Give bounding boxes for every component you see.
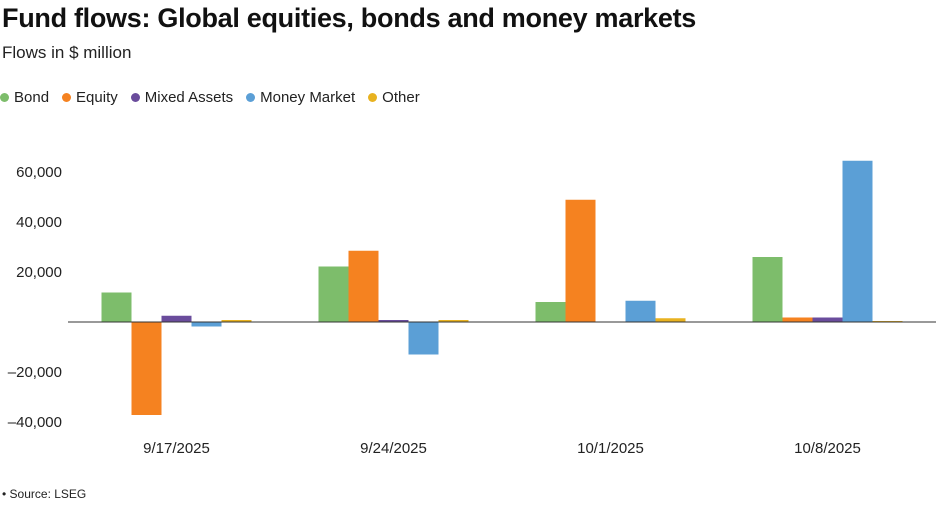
y-tick-label: 40,000 — [16, 214, 62, 231]
legend-label-equity: Equity — [76, 89, 118, 106]
legend-label-money-market: Money Market — [260, 89, 356, 106]
bar-chart: –40,000 –20,000 20,000 40,000 60,000 9/17/20… — [8, 160, 936, 457]
legend-swatch-bond — [0, 93, 9, 102]
chart-legend: Bond Equity Mixed Assets Money Market Other — [0, 89, 433, 106]
bar-mixed-assets-9-17-2025 — [161, 315, 192, 322]
legend-swatch-mixed-assets — [130, 93, 140, 102]
bar-bond-9-24-2025 — [318, 266, 349, 322]
bars — [101, 160, 903, 415]
legend-swatch-money-market — [246, 93, 256, 102]
legend-label-other: Other — [382, 89, 420, 106]
source-text: Source: LSEG — [9, 487, 87, 501]
bar-equity-9-24-2025 — [348, 250, 379, 322]
chart-subtitle: Flows in $ million — [2, 43, 132, 62]
bar-equity-10-1-2025 — [565, 199, 596, 322]
y-tick-label: –20,000 — [8, 364, 62, 381]
bar-bond-9-17-2025 — [101, 292, 132, 322]
x-category-label: 9/17/2025 — [143, 440, 210, 457]
bar-equity-9-17-2025 — [131, 322, 162, 415]
y-tick-label: –40,000 — [8, 414, 62, 431]
bar-bond-10-1-2025 — [535, 302, 566, 322]
legend-item-bond: Bond — [0, 89, 49, 106]
legend-item-mixed-assets: Mixed Assets — [130, 89, 234, 106]
x-category-label: 10/1/2025 — [577, 440, 644, 457]
x-category-label: 9/24/2025 — [360, 440, 427, 457]
y-axis-tick-labels: –40,000 –20,000 20,000 40,000 60,000 — [8, 164, 62, 431]
legend-swatch-other — [368, 93, 378, 102]
bar-bond-10-8-2025 — [752, 257, 783, 322]
legend-item-other: Other — [368, 89, 420, 106]
legend-label-mixed-assets: Mixed Assets — [144, 89, 234, 106]
bar-money-market-10-8-2025 — [842, 160, 873, 322]
bar-mixed-assets-10-8-2025 — [812, 317, 843, 322]
legend-item-equity: Equity — [62, 89, 118, 106]
source-bullet: • — [2, 487, 10, 501]
bar-other-9-17-2025 — [221, 320, 252, 322]
y-tick-label: 60,000 — [16, 164, 62, 181]
bar-other-10-1-2025 — [655, 318, 686, 322]
legend-label-bond: Bond — [14, 89, 50, 106]
bar-other-9-24-2025 — [438, 320, 469, 322]
bar-equity-10-8-2025 — [782, 317, 813, 322]
legend-item-money-market: Money Market — [246, 89, 355, 106]
chart-title: Fund flows: Global equities, bonds and m… — [2, 3, 696, 33]
bar-money-market-10-1-2025 — [625, 300, 656, 322]
y-tick-label: 20,000 — [16, 264, 62, 281]
category-labels: 9/17/2025 9/24/2025 10/1/2025 10/8/2025 — [143, 440, 861, 457]
bar-money-market-9-17-2025 — [191, 322, 222, 327]
legend-swatch-equity — [62, 93, 72, 102]
bar-money-market-9-24-2025 — [408, 322, 439, 355]
source-note: • Source: LSEG — [2, 487, 86, 501]
bar-mixed-assets-9-24-2025 — [378, 320, 409, 322]
x-category-label: 10/8/2025 — [794, 440, 861, 457]
